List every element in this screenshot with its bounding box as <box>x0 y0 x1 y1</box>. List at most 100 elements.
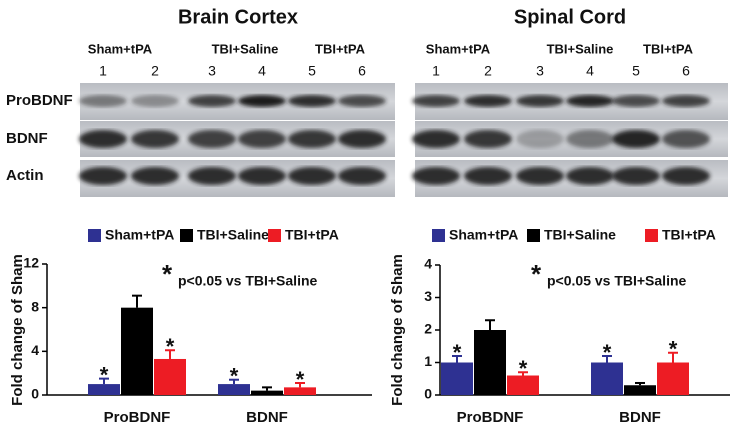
y-tick-label: 0 <box>424 386 432 402</box>
blot-band <box>566 95 614 107</box>
blot-band <box>238 130 286 148</box>
annotation: p<0.05 vs TBI+Saline <box>547 273 687 289</box>
error-bar <box>635 381 645 386</box>
bar <box>591 362 623 395</box>
significance-marker: * <box>296 367 305 392</box>
group-label: TBI+Saline <box>212 41 279 56</box>
annotation-marker: * <box>531 259 542 289</box>
error-bar <box>602 355 612 363</box>
y-tick-label: 0 <box>31 386 39 402</box>
bar <box>251 390 283 395</box>
bar <box>121 307 153 395</box>
blot-title: Spinal Cord <box>514 6 626 28</box>
bar <box>441 362 473 395</box>
row-label: BDNF <box>6 130 48 147</box>
blot-band <box>464 130 512 148</box>
lane-number: 1 <box>432 63 440 79</box>
blot-band <box>131 130 179 148</box>
significance-marker: * <box>669 337 678 362</box>
blot-title: Brain Cortex <box>178 6 298 28</box>
blot-band <box>238 167 286 185</box>
bar <box>507 375 539 395</box>
group-label: Sham+tPA <box>88 41 153 56</box>
annotation-marker: * <box>162 259 173 289</box>
blot-band <box>288 130 336 148</box>
significance-marker: * <box>100 362 109 387</box>
blot-band <box>288 95 336 107</box>
blot-band <box>238 95 286 107</box>
blot-band <box>566 167 614 185</box>
lane-number: 1 <box>99 63 107 79</box>
bar <box>218 384 250 395</box>
legend-label: TBI+tPA <box>285 227 339 243</box>
group-label: TBI+tPA <box>315 41 366 56</box>
error-bar <box>485 319 495 330</box>
bar <box>657 362 689 395</box>
legend-label: Sham+tPA <box>449 227 518 243</box>
blot-band <box>338 130 386 148</box>
lane-number: 3 <box>208 63 216 79</box>
blot-band <box>288 167 336 185</box>
blot-band <box>612 130 660 148</box>
blot-band <box>412 167 460 185</box>
blot-band <box>566 130 614 148</box>
x-tick-label: ProBDNF <box>457 409 524 426</box>
error-bar <box>99 377 109 385</box>
group-label: Sham+tPA <box>426 41 491 56</box>
y-tick-label: 3 <box>424 288 432 304</box>
bar <box>154 358 186 395</box>
error-bar <box>668 351 678 363</box>
x-tick-label: BDNF <box>246 409 288 426</box>
lane-number: 6 <box>358 63 366 79</box>
blot-band <box>79 130 127 148</box>
blot-band <box>464 95 512 107</box>
legend-label: TBI+Saline <box>197 227 269 243</box>
significance-marker: * <box>453 340 462 365</box>
y-tick-label: 4 <box>424 256 432 272</box>
legend-swatch <box>88 229 101 242</box>
lane-number: 5 <box>632 63 640 79</box>
bar <box>474 330 506 395</box>
lane-number: 2 <box>151 63 159 79</box>
blot-band <box>338 167 386 185</box>
group-label: TBI+Saline <box>547 41 614 56</box>
y-tick-label: 1 <box>424 353 432 369</box>
blot-band <box>464 167 512 185</box>
blot-band <box>662 95 710 107</box>
significance-marker: * <box>603 340 612 365</box>
blot-band <box>188 167 236 185</box>
blot-band <box>516 95 564 107</box>
legend-label: TBI+tPA <box>662 227 716 243</box>
blot-band <box>412 130 460 148</box>
error-bar <box>132 294 142 308</box>
blot-band <box>188 95 236 107</box>
blot-band <box>412 95 460 107</box>
significance-marker: * <box>166 334 175 359</box>
legend-swatch <box>268 229 281 242</box>
y-axis-label: Fold change of Sham <box>9 254 26 406</box>
blot-band <box>131 95 179 107</box>
y-tick-label: 12 <box>23 255 39 271</box>
lane-number: 3 <box>536 63 544 79</box>
error-bar <box>518 371 528 376</box>
error-bar <box>165 349 175 359</box>
error-bar <box>452 355 462 363</box>
lane-number: 5 <box>308 63 316 79</box>
annotation: p<0.05 vs TBI+Saline <box>178 273 318 289</box>
significance-marker: * <box>230 364 239 389</box>
y-axis-label: Fold change of Sham <box>389 254 406 406</box>
legend-swatch <box>432 229 445 242</box>
row-label: Actin <box>6 167 44 184</box>
bar <box>88 384 120 395</box>
legend-label: Sham+tPA <box>105 227 174 243</box>
y-tick-label: 8 <box>31 298 39 314</box>
x-tick-label: ProBDNF <box>104 409 171 426</box>
y-tick-label: 2 <box>424 321 432 337</box>
legend-swatch <box>645 229 658 242</box>
significance-marker: * <box>519 356 528 381</box>
error-bar <box>262 386 272 391</box>
blot-band <box>338 95 386 107</box>
blot-band <box>516 167 564 185</box>
y-tick-label: 4 <box>31 342 39 358</box>
blot-band <box>188 130 236 148</box>
